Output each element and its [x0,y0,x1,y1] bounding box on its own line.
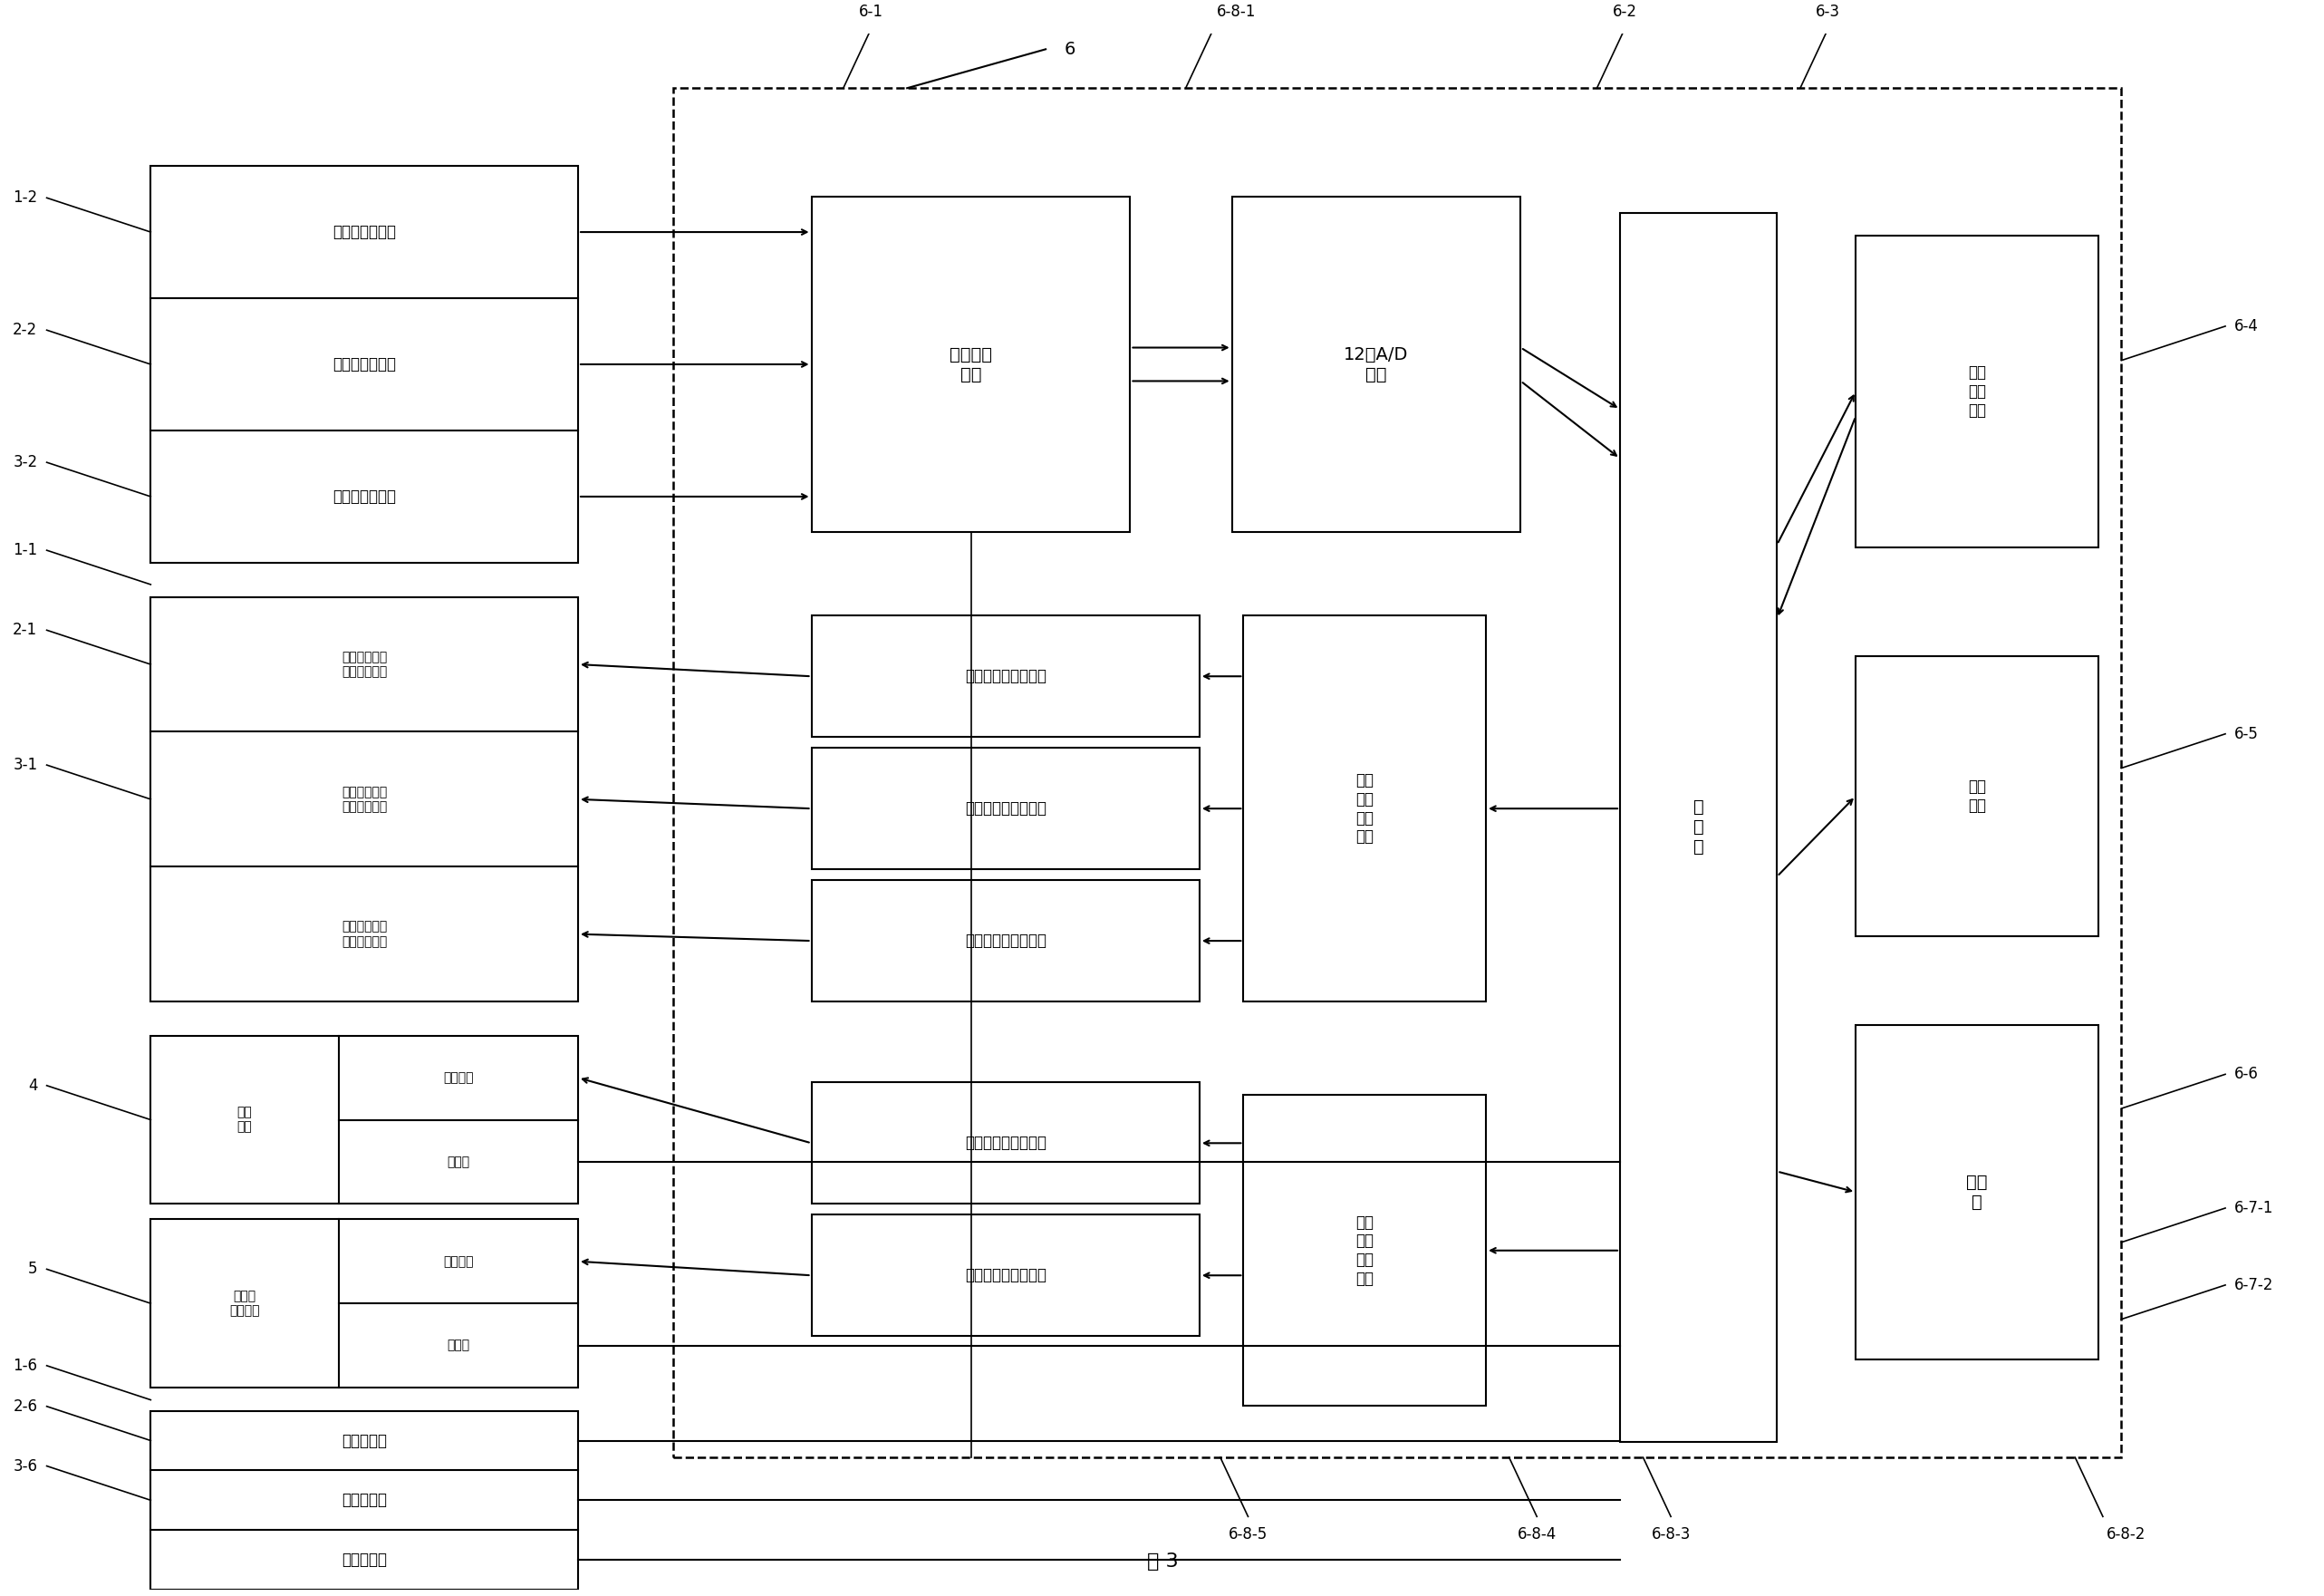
Text: 1-6: 1-6 [14,1358,37,1374]
Text: 1-1: 1-1 [14,543,37,559]
FancyBboxPatch shape [1855,1025,2099,1360]
Text: 6-8-3: 6-8-3 [1650,1526,1690,1542]
Text: 第四步进电机驱动器: 第四步进电机驱动器 [964,1135,1046,1151]
Text: 显示
电路: 显示 电路 [1968,779,1987,814]
Text: 可旋转
夹持机构: 可旋转 夹持机构 [230,1290,260,1317]
Text: 6-5: 6-5 [2236,726,2259,742]
Text: 第三光栅尺: 第三光栅尺 [342,1551,388,1567]
Text: 第一直线进给
机构步进电机: 第一直线进给 机构步进电机 [342,651,388,678]
FancyBboxPatch shape [151,166,579,563]
FancyBboxPatch shape [811,1082,1199,1203]
Text: 第一光栅尺: 第一光栅尺 [342,1433,388,1449]
Text: 第一步进电机驱动器: 第一步进电机驱动器 [964,669,1046,685]
FancyBboxPatch shape [811,749,1199,870]
FancyBboxPatch shape [151,1036,579,1203]
FancyBboxPatch shape [811,196,1129,531]
FancyBboxPatch shape [1243,616,1485,1002]
Text: 12位A/D
芯片: 12位A/D 芯片 [1343,346,1408,383]
Text: 6-3: 6-3 [1815,3,1841,19]
Text: 4: 4 [28,1077,37,1093]
Text: 3-2: 3-2 [14,455,37,471]
Text: 第二
驱动
控制
电路: 第二 驱动 控制 电路 [1355,1215,1373,1286]
Text: 电压放大
电路: 电压放大 电路 [951,346,992,383]
Text: 6-1: 6-1 [860,3,883,19]
Text: 6-8-2: 6-8-2 [2106,1526,2145,1542]
Text: 步进电机: 步进电机 [444,1071,474,1084]
Text: 6-8-4: 6-8-4 [1518,1526,1557,1542]
Text: 第三直线进给
机构步进电机: 第三直线进给 机构步进电机 [342,921,388,948]
FancyBboxPatch shape [811,879,1199,1002]
Text: 2-6: 2-6 [14,1398,37,1414]
Text: 3-1: 3-1 [14,757,37,772]
FancyBboxPatch shape [151,1219,579,1387]
Text: 第三步进电机驱动器: 第三步进电机驱动器 [964,932,1046,950]
Text: 编码器: 编码器 [446,1156,469,1168]
Text: 第一霍尔传感器: 第一霍尔传感器 [332,223,395,241]
Text: 工
控
机: 工 控 机 [1694,798,1703,855]
FancyBboxPatch shape [1243,1095,1485,1406]
FancyBboxPatch shape [674,88,2122,1457]
Text: 2-1: 2-1 [14,622,37,638]
Text: 第五步进电机驱动器: 第五步进电机驱动器 [964,1267,1046,1283]
FancyBboxPatch shape [1232,196,1520,531]
Text: 1-2: 1-2 [14,190,37,206]
Text: 步进电机: 步进电机 [444,1254,474,1267]
FancyBboxPatch shape [151,1411,579,1590]
Text: 6-7-1: 6-7-1 [2236,1200,2273,1216]
Text: 键盘
控制
电路: 键盘 控制 电路 [1968,364,1987,418]
Text: 第二步进电机驱动器: 第二步进电机驱动器 [964,801,1046,817]
Text: 编码器: 编码器 [446,1339,469,1352]
Text: 6-8-5: 6-8-5 [1229,1526,1267,1542]
Text: 第一
驱动
控制
电路: 第一 驱动 控制 电路 [1355,772,1373,844]
FancyBboxPatch shape [151,597,579,1002]
FancyBboxPatch shape [811,1215,1199,1336]
Text: 3-6: 3-6 [14,1457,37,1475]
Text: 打印
机: 打印 机 [1966,1173,1987,1211]
Text: 第二光栅尺: 第二光栅尺 [342,1492,388,1508]
Text: 6-8-1: 6-8-1 [1218,3,1257,19]
Text: 6: 6 [1064,40,1076,57]
Text: 第三霍尔传感器: 第三霍尔传感器 [332,488,395,504]
Text: 6-4: 6-4 [2236,318,2259,334]
Text: 2-2: 2-2 [14,322,37,338]
FancyBboxPatch shape [811,616,1199,737]
Text: 图 3: 图 3 [1148,1553,1178,1570]
Text: 6-6: 6-6 [2236,1066,2259,1082]
FancyBboxPatch shape [1620,212,1778,1441]
FancyBboxPatch shape [1855,236,2099,547]
FancyBboxPatch shape [1855,656,2099,937]
Text: 5: 5 [28,1261,37,1277]
Text: 图形
转台: 图形 转台 [237,1106,253,1133]
Text: 6-7-2: 6-7-2 [2236,1277,2273,1293]
Text: 第二霍尔传感器: 第二霍尔传感器 [332,356,395,372]
Text: 6-2: 6-2 [1613,3,1636,19]
Text: 第二直线进给
机构步进电机: 第二直线进给 机构步进电机 [342,785,388,812]
